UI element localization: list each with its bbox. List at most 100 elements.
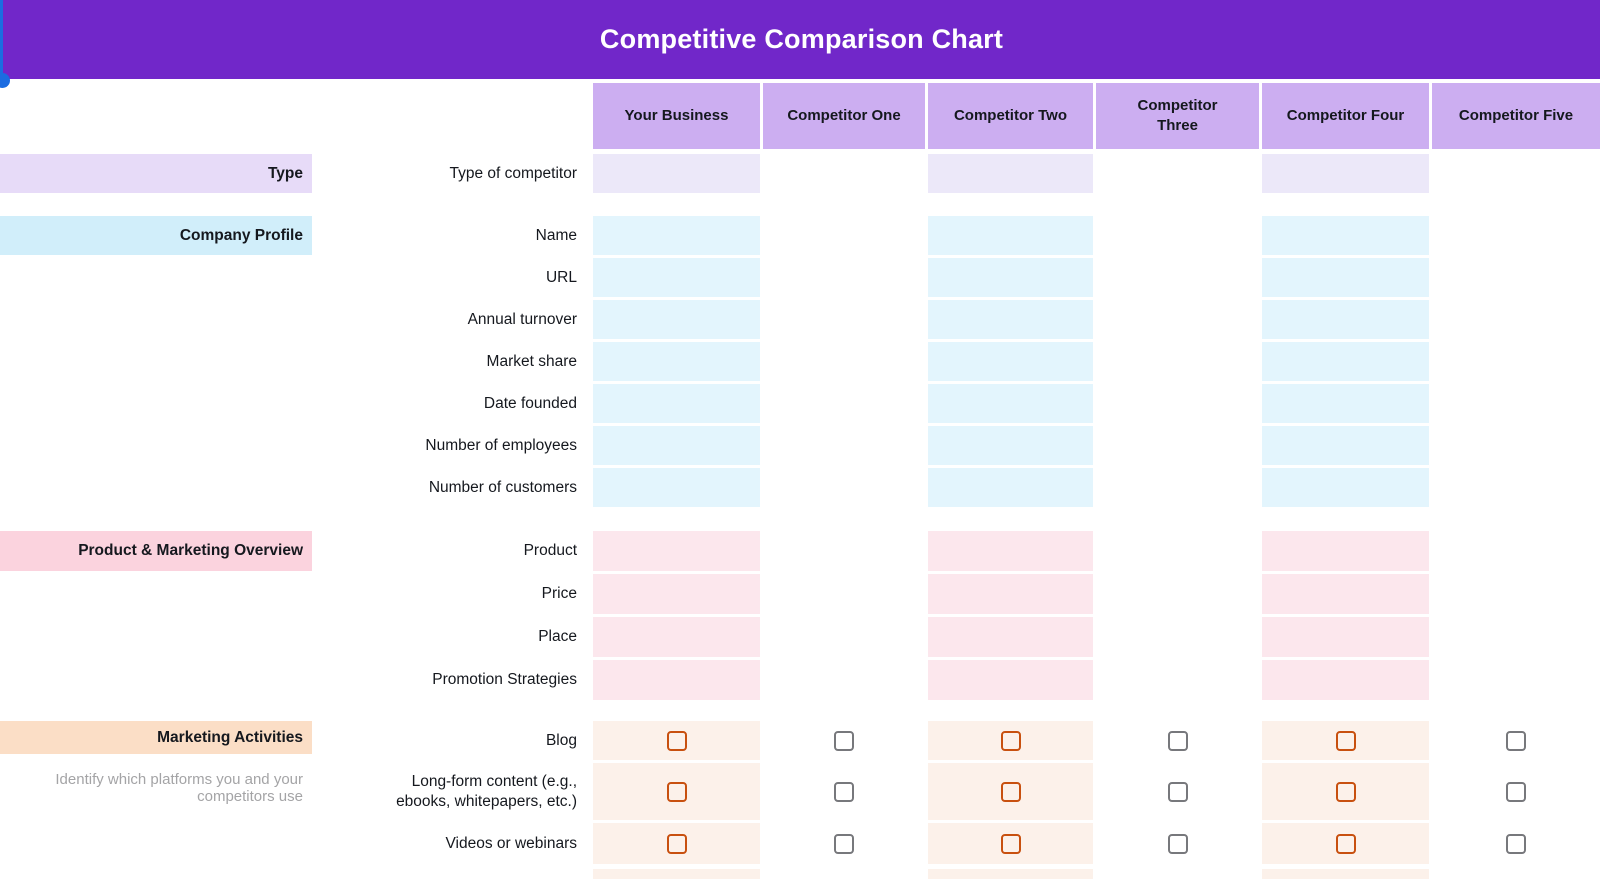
checkbox[interactable] <box>1335 781 1356 802</box>
cell[interactable] <box>1096 660 1259 700</box>
selection-handle[interactable] <box>0 73 10 88</box>
section-label-cell[interactable]: Type <box>0 154 312 193</box>
section-label-cell[interactable] <box>0 617 312 657</box>
cell[interactable] <box>763 468 925 507</box>
checkbox[interactable] <box>1167 833 1188 854</box>
cell[interactable] <box>593 216 760 255</box>
cell[interactable] <box>1432 258 1600 297</box>
row-label-cell[interactable]: Long-form content (e.g., ebooks, whitepa… <box>315 763 590 820</box>
cell[interactable] <box>763 531 925 571</box>
checkbox[interactable] <box>666 781 687 802</box>
cell[interactable] <box>1262 869 1429 879</box>
cell[interactable] <box>763 384 925 423</box>
checkbox[interactable] <box>1000 833 1021 854</box>
cell[interactable] <box>1432 869 1600 879</box>
cell[interactable] <box>928 823 1093 864</box>
row-label-cell[interactable]: Number of employees <box>315 426 590 465</box>
section-label-cell[interactable]: Product & Marketing Overview <box>0 531 312 571</box>
column-header-competitor-one[interactable]: Competitor One <box>763 83 925 149</box>
cell[interactable] <box>593 384 760 423</box>
cell[interactable] <box>1432 342 1600 381</box>
column-header-competitor-three[interactable]: Competitor Three <box>1096 83 1259 149</box>
checkbox[interactable] <box>834 781 854 802</box>
checkbox[interactable] <box>834 730 854 751</box>
cell[interactable] <box>928 617 1093 657</box>
cell[interactable] <box>1096 342 1259 381</box>
checkbox[interactable] <box>1335 833 1356 854</box>
section-label-cell[interactable] <box>0 384 312 423</box>
cell[interactable] <box>1432 660 1600 700</box>
cell[interactable] <box>928 154 1093 193</box>
column-header-your-business[interactable]: Your Business <box>593 83 760 149</box>
cell[interactable] <box>1262 154 1429 193</box>
cell[interactable] <box>763 574 925 614</box>
cell[interactable] <box>1096 216 1259 255</box>
cell[interactable] <box>928 384 1093 423</box>
cell[interactable] <box>928 531 1093 571</box>
cell[interactable] <box>763 763 925 820</box>
cell[interactable] <box>1096 869 1259 879</box>
checkbox[interactable] <box>666 833 687 854</box>
checkbox[interactable] <box>1506 781 1526 802</box>
column-header-competitor-five[interactable]: Competitor Five <box>1432 83 1600 149</box>
row-label-cell[interactable]: Type of competitor <box>315 154 590 193</box>
cell[interactable] <box>1262 763 1429 820</box>
cell[interactable] <box>928 574 1093 614</box>
cell[interactable] <box>1096 721 1259 760</box>
cell[interactable] <box>1096 426 1259 465</box>
cell[interactable] <box>1432 721 1600 760</box>
row-label-cell[interactable]: Name <box>315 216 590 255</box>
row-label-cell[interactable]: Promotion Strategies <box>315 660 590 700</box>
cell[interactable] <box>593 468 760 507</box>
cell[interactable] <box>1096 468 1259 507</box>
cell[interactable] <box>1432 574 1600 614</box>
cell[interactable] <box>928 869 1093 879</box>
cell[interactable] <box>593 763 760 820</box>
cell[interactable] <box>763 823 925 864</box>
checkbox[interactable] <box>1000 730 1021 751</box>
section-label-cell[interactable] <box>0 823 312 864</box>
cell[interactable] <box>1262 660 1429 700</box>
row-label-cell[interactable]: Videos or webinars <box>315 823 590 864</box>
cell[interactable] <box>1432 617 1600 657</box>
section-label-cell[interactable] <box>0 574 312 614</box>
cell[interactable] <box>1262 617 1429 657</box>
row-label-cell[interactable]: Blog <box>315 721 590 760</box>
checkbox[interactable] <box>1506 833 1526 854</box>
cell[interactable] <box>763 216 925 255</box>
cell[interactable] <box>593 342 760 381</box>
cell[interactable] <box>1262 216 1429 255</box>
cell[interactable] <box>593 617 760 657</box>
cell[interactable] <box>1262 531 1429 571</box>
cell[interactable] <box>1432 154 1600 193</box>
row-label-cell[interactable]: Number of customers <box>315 468 590 507</box>
cell[interactable] <box>1096 384 1259 423</box>
cell[interactable] <box>1432 531 1600 571</box>
cell[interactable] <box>928 468 1093 507</box>
cell[interactable] <box>1432 300 1600 339</box>
cell[interactable] <box>763 721 925 760</box>
cell[interactable] <box>593 154 760 193</box>
section-label-cell[interactable] <box>0 258 312 297</box>
cell[interactable] <box>763 869 925 879</box>
cell[interactable] <box>1096 154 1259 193</box>
cell[interactable] <box>928 660 1093 700</box>
cell[interactable] <box>1096 574 1259 614</box>
cell[interactable] <box>1432 468 1600 507</box>
cell[interactable] <box>763 258 925 297</box>
section-label-cell[interactable]: Company Profile <box>0 216 312 255</box>
cell[interactable] <box>928 258 1093 297</box>
cell[interactable] <box>928 763 1093 820</box>
column-header-competitor-two[interactable]: Competitor Two <box>928 83 1093 149</box>
cell[interactable] <box>1096 300 1259 339</box>
cell[interactable] <box>1096 617 1259 657</box>
cell[interactable] <box>1262 300 1429 339</box>
cell[interactable] <box>1262 258 1429 297</box>
cell[interactable] <box>1432 216 1600 255</box>
cell[interactable] <box>1432 823 1600 864</box>
cell[interactable] <box>593 426 760 465</box>
cell[interactable] <box>928 426 1093 465</box>
section-label-cell[interactable]: Identify which platforms you and your co… <box>0 763 312 820</box>
cell[interactable] <box>1096 763 1259 820</box>
cell[interactable] <box>593 721 760 760</box>
